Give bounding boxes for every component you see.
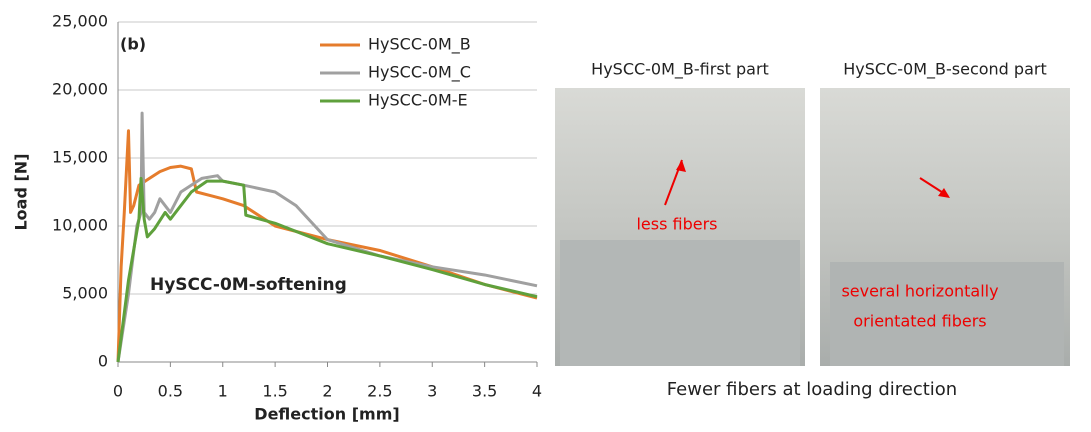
photo-caption: HySCC-0M_B-second part	[843, 60, 1046, 80]
x-tick-label: 2	[322, 382, 332, 401]
x-tick-label: 1	[218, 382, 228, 401]
photo-footer: Fewer fibers at loading direction	[667, 379, 957, 400]
y-tick-label: 20,000	[52, 80, 108, 99]
legend-label: HySCC-0M-E	[368, 91, 468, 110]
legend-label: HySCC-0M_B	[368, 35, 471, 55]
y-tick-label: 5,000	[62, 284, 108, 303]
x-tick-label: 0	[113, 382, 123, 401]
series-line	[116, 176, 538, 363]
annotation: HySCC-0M-softening	[150, 275, 347, 295]
y-tick-label: 25,000	[52, 12, 108, 31]
photo-label: less fibers	[636, 215, 717, 234]
series-line	[116, 129, 538, 363]
legend-label: HySCC-0M_C	[368, 63, 471, 83]
x-tick-label: 0.5	[158, 382, 183, 401]
annotation: (b)	[120, 35, 146, 54]
x-tick-label: 3.5	[472, 382, 497, 401]
photo-block-side	[830, 262, 1064, 366]
arrow-head	[938, 188, 950, 198]
x-tick-label: 1.5	[262, 382, 287, 401]
photo-block-side	[560, 240, 800, 366]
arrow-head	[676, 160, 686, 172]
y-tick-label: 0	[98, 352, 108, 371]
x-axis-label: Deflection [mm]	[254, 405, 399, 424]
photo-label: several horizontally	[841, 282, 998, 301]
x-tick-label: 2.5	[367, 382, 392, 401]
photo-label: orientated fibers	[853, 312, 986, 331]
y-tick-label: 15,000	[52, 148, 108, 167]
photo-caption: HySCC-0M_B-first part	[591, 60, 769, 80]
y-axis-label: Load [N]	[12, 153, 31, 230]
x-tick-label: 4	[532, 382, 542, 401]
y-tick-label: 10,000	[52, 216, 108, 235]
series-line	[116, 111, 538, 363]
x-tick-label: 3	[427, 382, 437, 401]
